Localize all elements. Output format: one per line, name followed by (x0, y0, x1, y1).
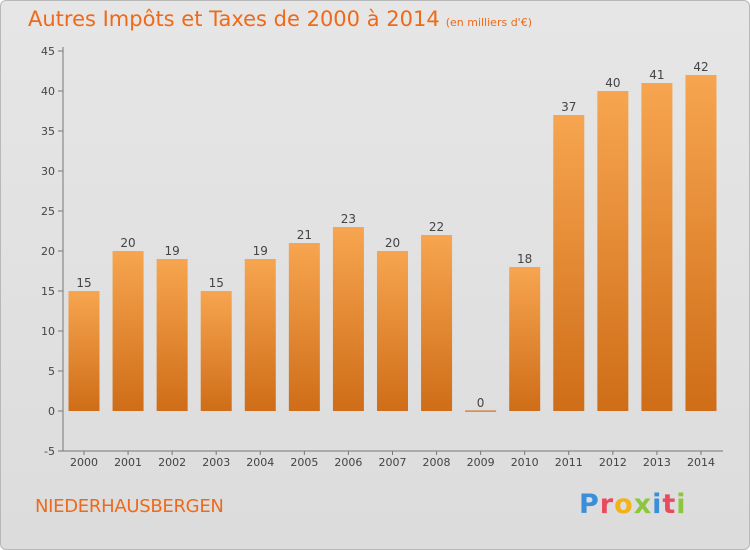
x-tick-label: 2003 (202, 456, 230, 469)
bar (200, 291, 232, 411)
y-tick-label: 10 (41, 325, 55, 338)
y-tick-label: 15 (41, 285, 55, 298)
bar (112, 251, 144, 411)
x-tick-label: 2004 (246, 456, 274, 469)
x-tick-label: 2010 (511, 456, 539, 469)
bar-value-label: 37 (561, 100, 576, 114)
bar (288, 243, 320, 411)
x-tick-label: 2002 (158, 456, 186, 469)
bar (641, 83, 673, 411)
x-tick-label: 2014 (687, 456, 715, 469)
bar-value-label: 41 (649, 68, 664, 82)
bar-value-label: 23 (341, 212, 356, 226)
x-tick-label: 2013 (643, 456, 671, 469)
logo-letter: i (652, 489, 663, 520)
bar (244, 259, 276, 411)
bar-value-label: 40 (605, 76, 620, 90)
chart-subtitle: (en milliers d'€) (445, 16, 532, 29)
title-text: Autres Impôts et Taxes de 2000 à 2014 (28, 7, 440, 31)
proxiti-logo[interactable]: Proxiti (579, 489, 687, 520)
bar (553, 115, 585, 411)
y-tick-label: 45 (41, 45, 55, 58)
x-tick-label: 2009 (467, 456, 495, 469)
chart-title: Autres Impôts et Taxes de 2000 à 2014 (en… (28, 7, 532, 31)
bar-value-label: 15 (209, 276, 224, 290)
x-tick-label: 2005 (290, 456, 318, 469)
x-tick-label: 2011 (555, 456, 583, 469)
logo-letter: P (579, 489, 600, 520)
y-tick-label: 30 (41, 165, 55, 178)
bar-value-label: 15 (76, 276, 91, 290)
y-tick-label: 25 (41, 205, 55, 218)
bar-value-label: 18 (517, 252, 532, 266)
bar (376, 251, 408, 411)
logo-letter: t (662, 489, 677, 520)
logo-letter: o (614, 489, 634, 520)
bar (421, 235, 453, 411)
x-tick-label: 2000 (70, 456, 98, 469)
bar-value-label: 42 (693, 60, 708, 74)
logo-letter: x (633, 489, 653, 520)
x-tick-label: 2001 (114, 456, 142, 469)
bar (156, 259, 188, 411)
bar (597, 91, 629, 411)
x-tick-label: 2007 (378, 456, 406, 469)
y-tick-label: 40 (41, 85, 55, 98)
x-tick-label: 2008 (423, 456, 451, 469)
y-tick-label: 35 (41, 125, 55, 138)
y-tick-label: 20 (41, 245, 55, 258)
logo-letter: i (676, 489, 687, 520)
bar-value-label: 0 (477, 396, 485, 410)
bar-value-label: 22 (429, 220, 444, 234)
bar (465, 410, 497, 412)
bar (332, 227, 364, 411)
bar (509, 267, 541, 411)
bar-value-label: 21 (297, 228, 312, 242)
y-tick-label: 0 (48, 405, 55, 418)
y-tick-label: 5 (48, 365, 55, 378)
bar-value-label: 20 (120, 236, 135, 250)
logo-letter: r (599, 489, 615, 520)
bar (685, 75, 717, 411)
bar-value-label: 20 (385, 236, 400, 250)
y-tick-label: -5 (44, 445, 55, 458)
city-name: NIEDERHAUSBERGEN (35, 496, 224, 517)
bar (68, 291, 100, 411)
bar-value-label: 19 (253, 244, 268, 258)
x-tick-label: 2012 (599, 456, 627, 469)
bar-value-label: 19 (164, 244, 179, 258)
x-tick-label: 2006 (334, 456, 362, 469)
